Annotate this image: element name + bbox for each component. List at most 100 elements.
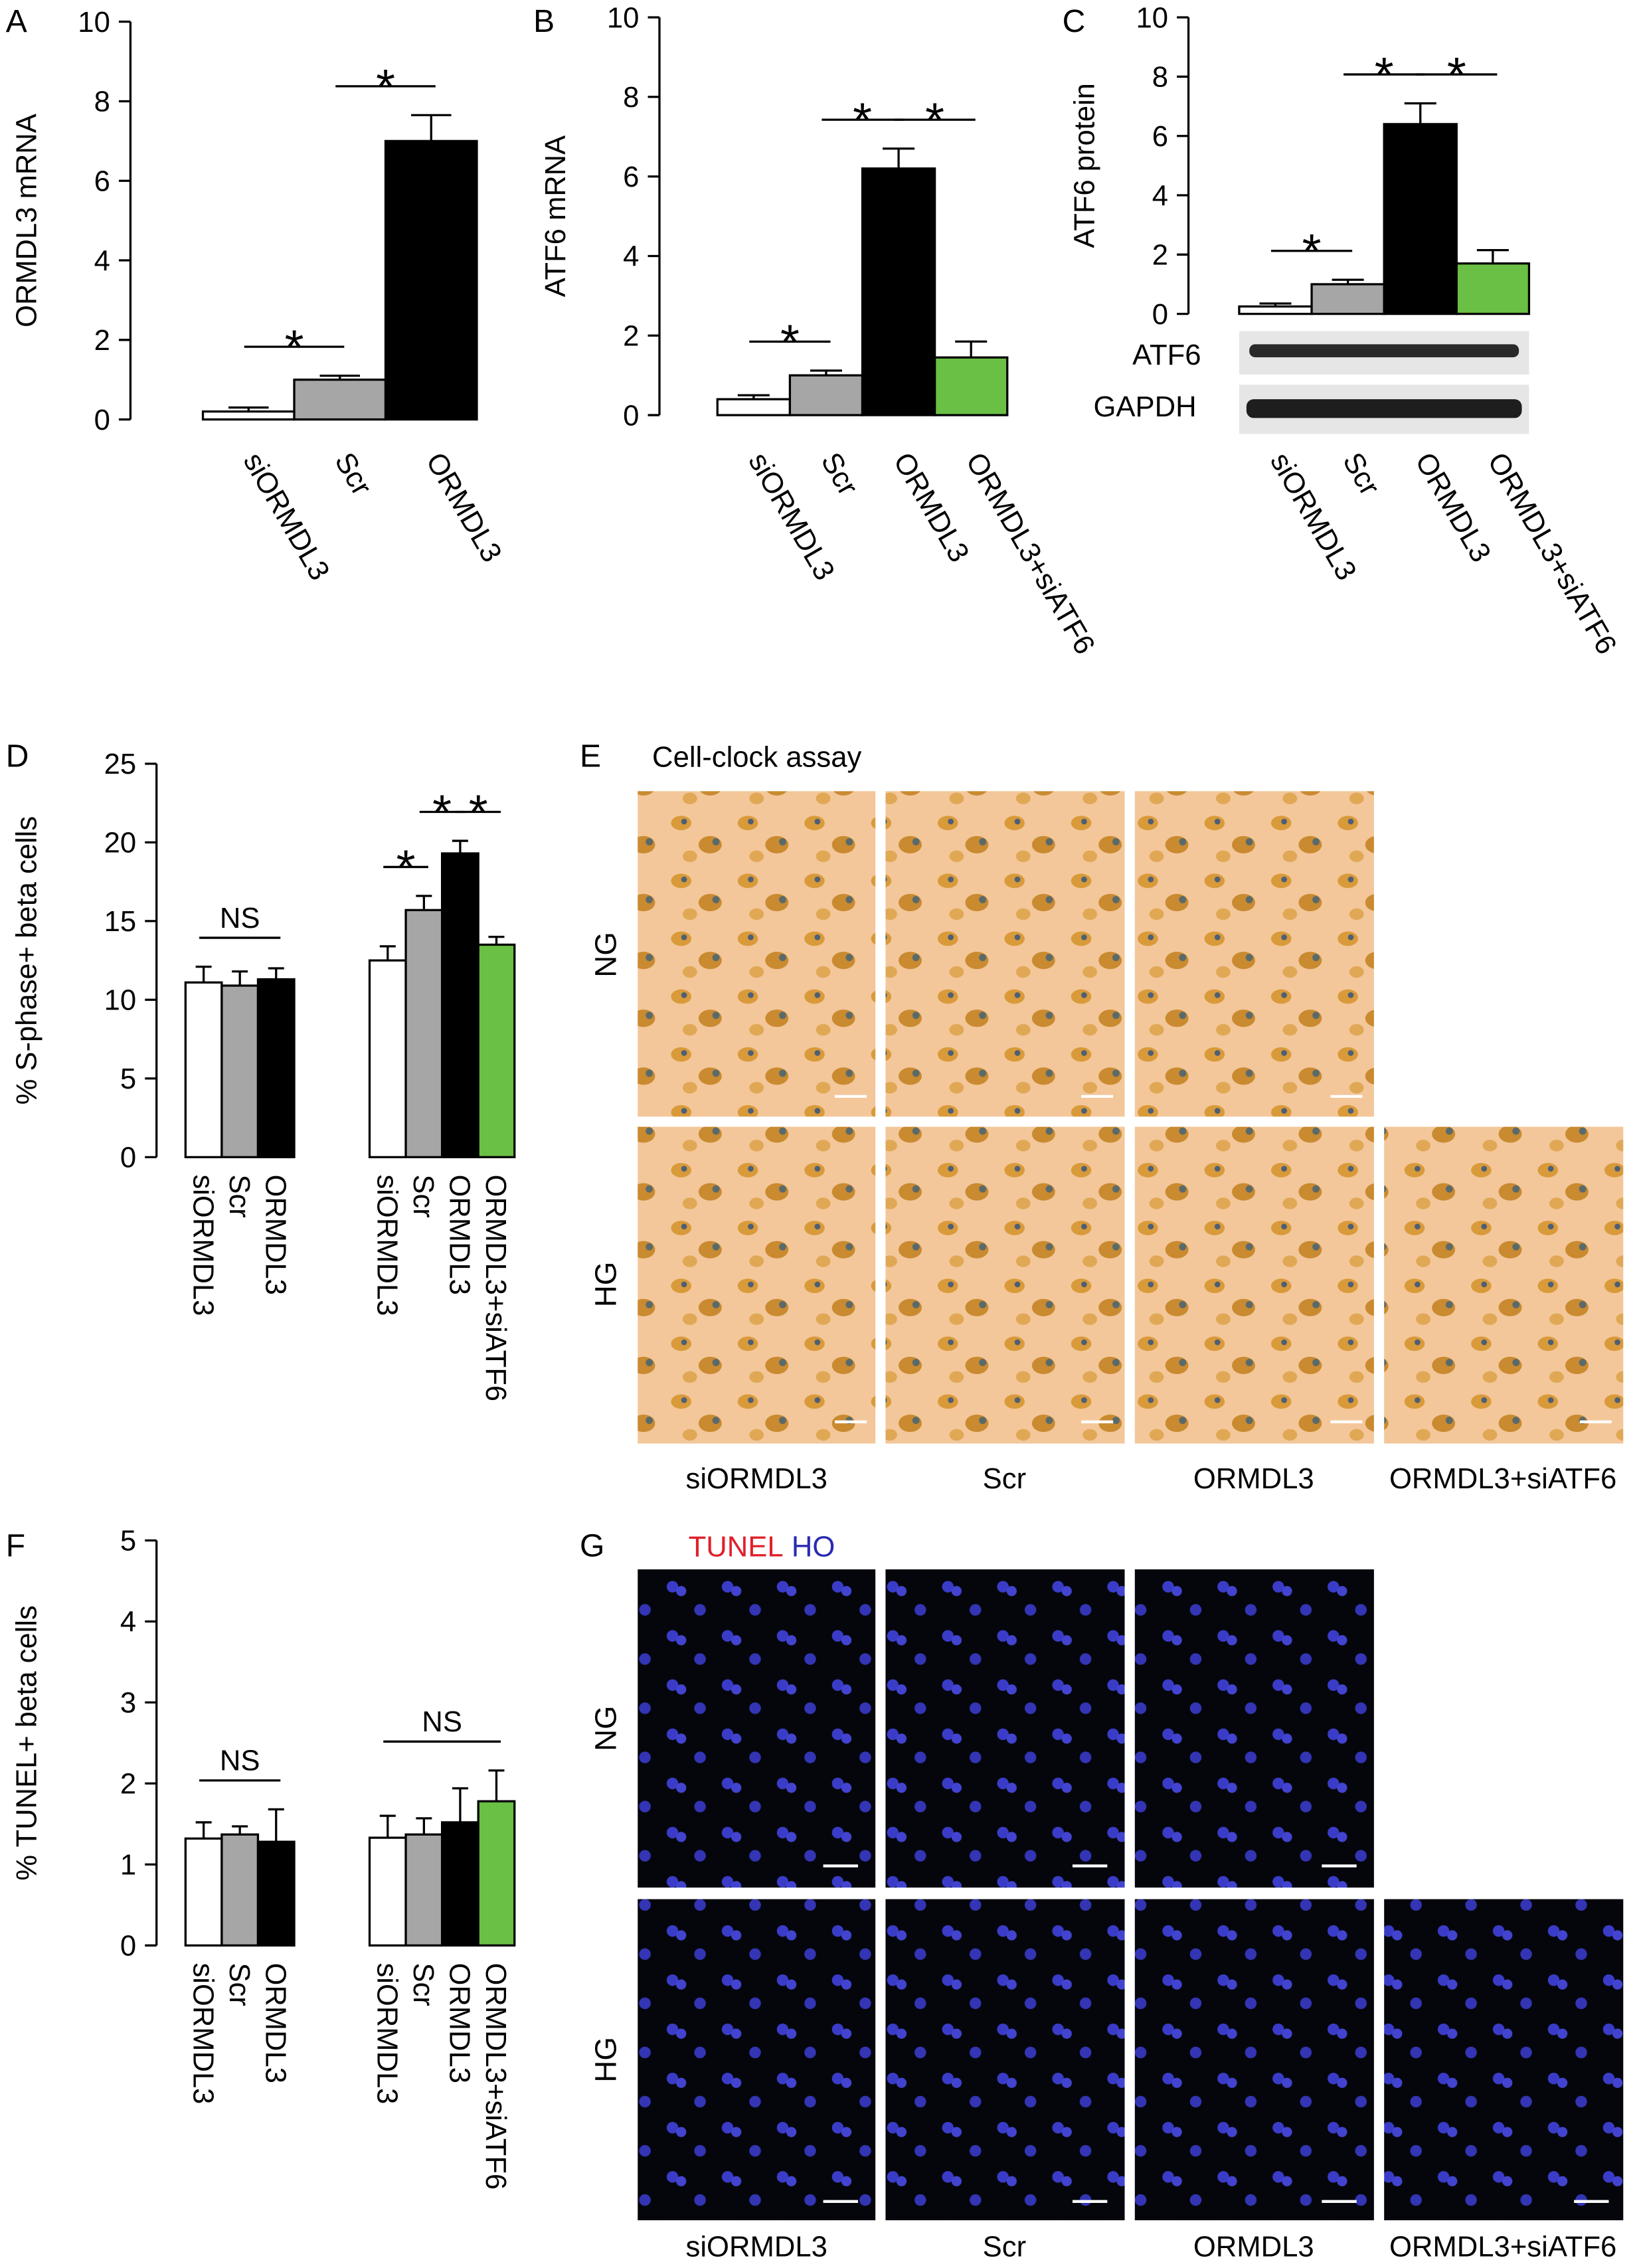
column-label: siORMDL3 — [686, 1463, 827, 1495]
micrograph — [885, 791, 1125, 1117]
x-tick-label: ORMDL3 — [444, 1963, 476, 2083]
y-tick-label: 0 — [120, 1931, 136, 1963]
x-tick-label: Scr — [407, 1174, 439, 1217]
y-tick-label: 6 — [623, 161, 639, 193]
bar — [1238, 305, 1313, 315]
x-tick-label: ORMDL3 — [420, 448, 508, 568]
panel-label: E — [580, 739, 601, 774]
title-part: HO — [792, 1531, 835, 1563]
y-tick-label: 4 — [94, 245, 110, 277]
x-tick-label: ORMDL3+siATF6 — [1481, 448, 1622, 660]
micrograph — [1134, 1899, 1374, 2221]
y-tick-label: 10 — [78, 7, 110, 39]
bar — [477, 1800, 516, 1947]
y-tick-label: 2 — [623, 321, 639, 353]
bar — [404, 1833, 444, 1947]
y-tick-label: 6 — [94, 166, 110, 198]
significance-label: * — [432, 785, 452, 840]
micrograph — [1384, 1899, 1624, 2221]
micrograph — [638, 1569, 876, 1888]
micrograph — [885, 1569, 1125, 1888]
x-tick-label: ORMDL3 — [444, 1174, 476, 1295]
micrograph — [885, 1126, 1125, 1444]
bar — [184, 981, 223, 1158]
bar — [293, 379, 387, 421]
y-tick-label: 0 — [120, 1142, 136, 1174]
y-axis-label: % S-phase+ beta cells — [11, 816, 43, 1105]
y-tick-label: 10 — [104, 985, 137, 1017]
micrograph — [638, 791, 876, 1117]
micrograph — [1134, 791, 1374, 1117]
y-tick-label: 0 — [94, 404, 110, 436]
x-tick-label: Scr — [328, 448, 377, 501]
x-tick-label: siORMDL3 — [371, 1963, 402, 2104]
image-grid — [638, 1569, 1624, 2221]
y-tick-label: 15 — [104, 906, 137, 938]
y-tick-label: 8 — [94, 86, 110, 118]
title-part: TUNEL — [689, 1531, 784, 1563]
x-tick-label: Scr — [223, 1963, 255, 2006]
bar — [933, 356, 1009, 416]
bar — [477, 943, 516, 1158]
y-tick-label: 5 — [120, 1063, 136, 1095]
column-label: siORMDL3 — [686, 2231, 827, 2263]
x-tick-label: siORMDL3 — [187, 1963, 218, 2104]
y-tick-label: 3 — [120, 1688, 136, 1719]
column-label: ORMDL3 — [1193, 1463, 1314, 1495]
image-grid — [638, 791, 1624, 1444]
row-label: NG — [588, 932, 622, 978]
y-tick-label: 5 — [120, 1526, 136, 1557]
y-tick-label: 4 — [1152, 180, 1168, 212]
x-tick-label: Scr — [1336, 448, 1385, 501]
column-label: Scr — [983, 1463, 1026, 1495]
micrograph — [638, 1899, 876, 2221]
bar — [256, 1840, 296, 1947]
bar — [861, 167, 936, 416]
panel-title: TUNEL HO — [689, 1531, 835, 1563]
y-tick-label: 2 — [120, 1769, 136, 1800]
blot-label: GAPDH — [1093, 391, 1196, 423]
bar — [220, 984, 260, 1158]
blot-label: ATF6 — [1132, 339, 1201, 371]
y-axis-label: ORMDL3 mRNA — [11, 114, 43, 327]
significance-label: NS — [422, 1706, 462, 1738]
y-axis-label: % TUNEL+ beta cells — [11, 1605, 43, 1880]
significance-label: * — [780, 315, 800, 370]
bar — [1383, 123, 1458, 315]
scale-bars — [835, 1094, 1612, 1424]
panel-label: F — [6, 1528, 25, 1563]
x-tick-label: ORMDL3+siATF6 — [479, 1963, 511, 2190]
y-axis-label: ATF6 protein — [1069, 83, 1101, 248]
bar — [404, 909, 444, 1158]
y-tick-label: 0 — [1152, 299, 1168, 331]
y-tick-label: 8 — [623, 82, 639, 114]
x-tick-label: siORMDL3 — [371, 1174, 402, 1316]
x-tick-label: siORMDL3 — [187, 1174, 218, 1316]
x-tick-label: ORMDL3+siATF6 — [479, 1174, 511, 1401]
panel-label: D — [6, 739, 29, 774]
significance-label: * — [853, 92, 872, 147]
row-label: HG — [588, 1262, 622, 1308]
micrograph — [638, 1126, 876, 1444]
significance-label: * — [925, 92, 944, 147]
y-axis-label: ATF6 mRNA — [540, 135, 572, 298]
significance-label: * — [396, 840, 416, 895]
significance-label: NS — [220, 1745, 260, 1777]
y-tick-label: 2 — [1152, 240, 1168, 272]
bar — [220, 1833, 260, 1947]
y-tick-label: 2 — [94, 325, 110, 357]
micrograph — [1134, 1569, 1374, 1888]
bar — [384, 139, 478, 421]
column-label: ORMDL3+siATF6 — [1389, 2231, 1616, 2263]
bar — [716, 398, 792, 416]
significance-label: * — [1447, 47, 1466, 102]
panel-label: B — [533, 4, 555, 39]
panel-label: C — [1063, 4, 1086, 39]
x-tick-label: ORMDL3+siATF6 — [960, 448, 1101, 660]
y-tick-label: 6 — [1152, 121, 1168, 153]
x-tick-label: Scr — [223, 1174, 255, 1217]
bar — [788, 374, 864, 416]
panel-label: G — [580, 1528, 604, 1563]
significance-label: * — [469, 785, 488, 840]
y-tick-label: 1 — [120, 1850, 136, 1881]
